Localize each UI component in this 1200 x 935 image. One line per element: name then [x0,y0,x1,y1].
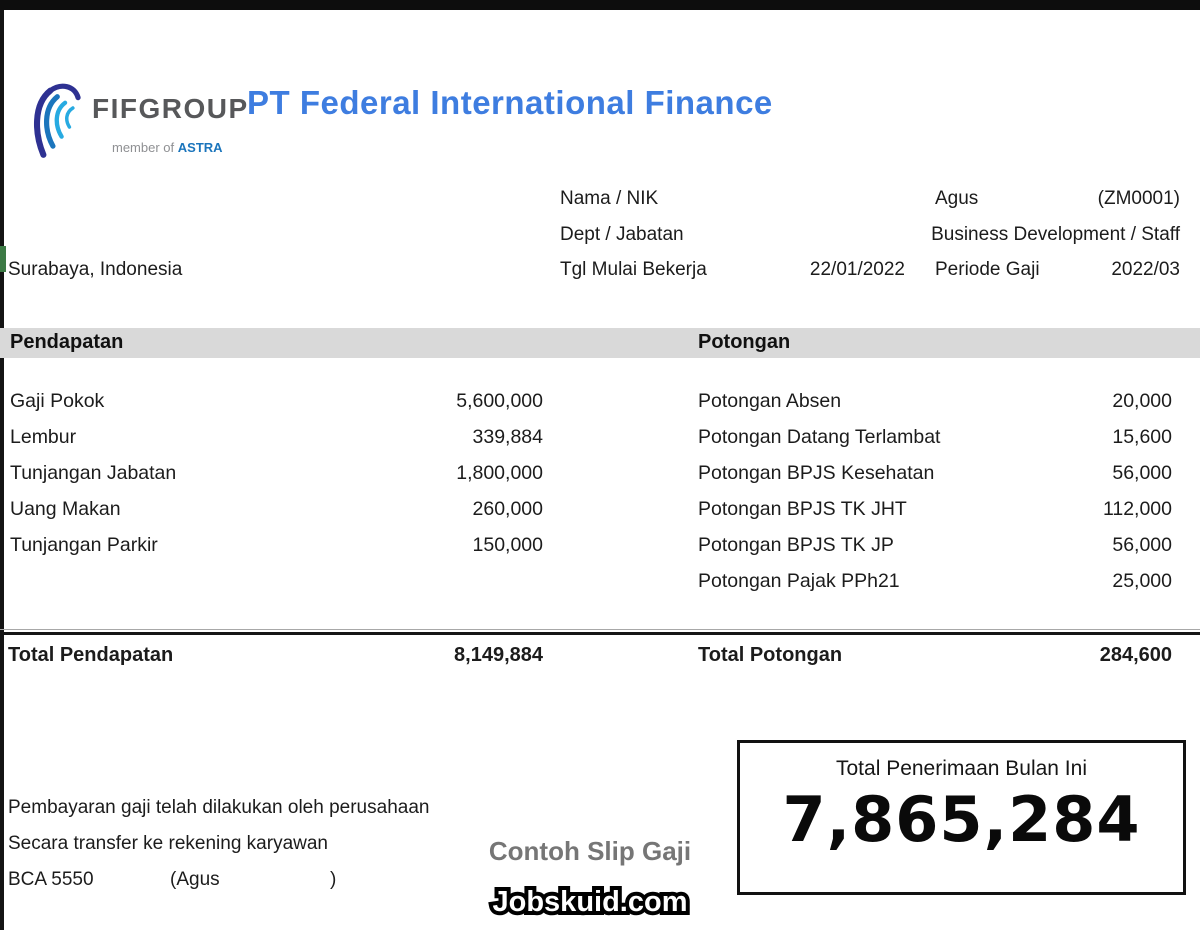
tagline-prefix: member of [112,140,175,155]
deduction-amount: 56,000 [1112,534,1172,556]
employee-nik: (ZM0001) [1097,188,1180,209]
income-section-title: Pendapatan [10,331,124,353]
net-pay-box: Total Penerimaan Bulan Ini 7,865,284 [737,740,1186,895]
deduction-label: Potongan BPJS Kesehatan [698,462,935,484]
deduction-amount: 112,000 [1102,498,1172,520]
total-deductions-amount: 284,600 [1099,644,1172,666]
income-row: Tunjangan Jabatan 1,800,000 [10,462,543,498]
deduction-label: Potongan BPJS TK JP [698,534,894,556]
dept-label: Dept / Jabatan [560,224,684,245]
employee-dept: Business Development / Staff [931,224,1180,245]
account-holder-close-paren: ) [330,869,337,890]
total-income-row: Total Pendapatan 8,149,884 [8,644,543,667]
income-label: Tunjangan Parkir [10,534,158,556]
left-border-line [0,10,4,930]
income-label: Tunjangan Jabatan [10,462,177,484]
name-nik-label: Nama / NIK [560,188,659,209]
deduction-label: Potongan Pajak PPh21 [698,570,900,592]
income-row: Uang Makan 260,000 [10,498,543,534]
section-header-band [0,328,1200,358]
net-pay-label: Total Penerimaan Bulan Ini [836,757,1087,780]
deduction-row: Potongan Datang Terlambat 15,600 [698,426,1172,462]
company-location: Surabaya, Indonesia [8,259,183,280]
income-amount: 260,000 [472,498,544,520]
total-income-amount: 8,149,884 [454,644,543,666]
income-amount: 150,000 [472,534,544,556]
deduction-row: Potongan BPJS TK JP 56,000 [698,534,1172,570]
income-list: Gaji Pokok 5,600,000 Lembur 339,884 Tunj… [10,390,543,570]
income-amount: 339,884 [472,426,544,448]
deduction-row: Potongan BPJS TK JHT 112,000 [698,498,1172,534]
account-holder-name: (Agus [170,869,220,890]
company-title: PT Federal International Finance [247,84,773,121]
bank-account: BCA 5550 [8,869,94,890]
income-row: Lembur 339,884 [10,426,543,462]
income-amount: 5,600,000 [456,390,543,412]
period-value: 2022/03 [1111,259,1180,280]
tagline-astra: ASTRA [177,140,223,155]
deduction-amount: 56,000 [1112,462,1172,484]
deduction-label: Potongan Absen [698,390,842,412]
deduction-label: Potongan Datang Terlambat [698,426,941,448]
period-label: Periode Gaji [935,259,1040,280]
totals-separator-thin [0,629,1200,630]
deduction-row: Potongan Absen 20,000 [698,390,1172,426]
deduction-label: Potongan BPJS TK JHT [698,498,907,520]
payment-note-line1: Pembayaran gaji telah dilakukan oleh per… [8,797,430,818]
deduction-amount: 20,000 [1112,390,1172,412]
payment-note-line2: Secara transfer ke rekening karyawan [8,833,328,854]
brand-name: FIFGROUP [92,93,249,124]
fifgroup-logo-icon [33,83,81,158]
site-watermark: Jobskuid.com Jobskuid.com [455,882,725,922]
total-income-label: Total Pendapatan [8,644,174,666]
start-date-label: Tgl Mulai Bekerja [560,259,707,280]
employee-name: Agus [935,188,979,209]
deductions-list: Potongan Absen 20,000 Potongan Datang Te… [698,390,1172,606]
row-marker-green [0,246,6,272]
deductions-section-title: Potongan [698,331,791,353]
net-pay-amount: 7,865,284 [782,783,1141,856]
site-watermark-text: Jobskuid.com [492,886,688,918]
deduction-row: Potongan BPJS Kesehatan 56,000 [698,462,1172,498]
deduction-amount: 15,600 [1112,426,1172,448]
totals-separator-thick [0,632,1200,635]
income-row: Tunjangan Parkir 150,000 [10,534,543,570]
top-border-bar [0,0,1200,10]
income-label: Uang Makan [10,498,121,520]
total-deductions-row: Total Potongan 284,600 [698,644,1172,667]
brand-tagline: member of ASTRA [112,140,223,155]
site-watermark-outline: Jobskuid.com [489,882,692,922]
start-date-value: 22/01/2022 [809,259,905,280]
income-label: Gaji Pokok [10,390,105,412]
income-amount: 1,800,000 [456,462,543,484]
income-label: Lembur [10,426,77,448]
total-deductions-label: Total Potongan [698,644,843,666]
deduction-amount: 25,000 [1112,570,1172,592]
deduction-row: Potongan Pajak PPh21 25,000 [698,570,1172,606]
income-row: Gaji Pokok 5,600,000 [10,390,543,426]
sample-watermark: Contoh Slip Gaji [488,836,692,866]
